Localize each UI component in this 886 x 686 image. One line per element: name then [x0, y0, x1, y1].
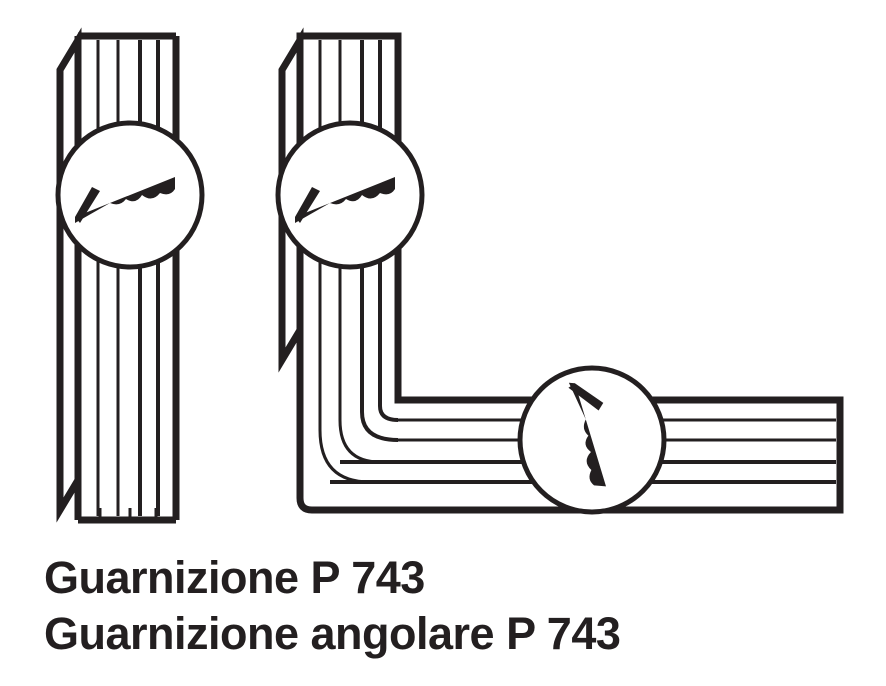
gasket-straight [58, 36, 202, 520]
caption-line-2: Guarnizione angolare P 743 [44, 606, 620, 662]
captions: Guarnizione P 743 Guarnizione angolare P… [44, 550, 620, 663]
callout-angular-horiz [520, 368, 664, 512]
caption-line-1: Guarnizione P 743 [44, 550, 620, 606]
callout-straight [58, 123, 202, 267]
callout-angular-vert [278, 123, 422, 267]
gasket-angular [278, 36, 840, 512]
